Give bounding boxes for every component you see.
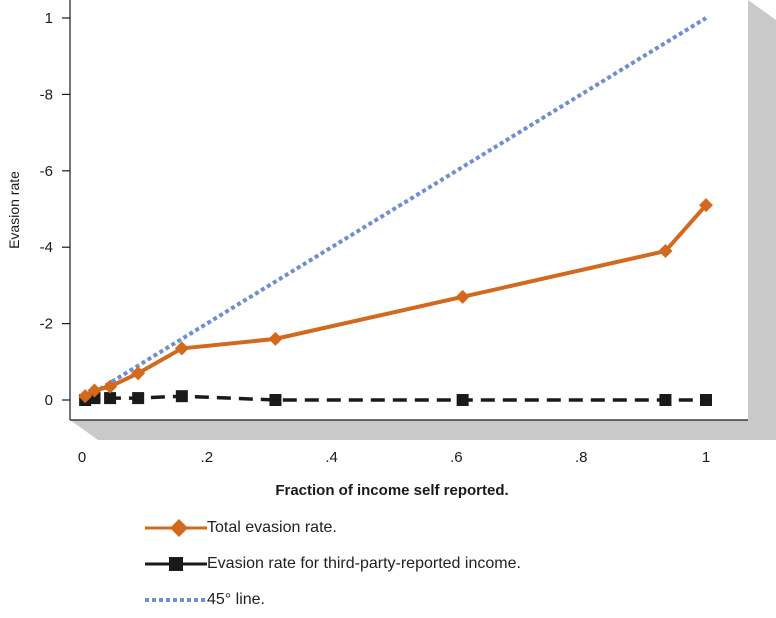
data-point-third-party	[88, 392, 101, 405]
x-ticks: 0 .2 .4 .6 .8 1	[78, 449, 710, 466]
legend-label-total: Total evasion rate.	[207, 519, 337, 536]
data-point-third-party	[175, 390, 188, 403]
series-layer	[78, 16, 713, 406]
plot-shadow-floor	[70, 420, 776, 440]
series-line-2	[80, 16, 708, 402]
legend-item-total: Total evasion rate.	[145, 510, 521, 546]
legend-item-third-party: Evasion rate for third-party-reported in…	[145, 546, 521, 582]
data-point-third-party	[132, 392, 145, 405]
legend-label-45-line: 45° line.	[207, 591, 265, 608]
y-axis-label: Evasion rate	[6, 171, 22, 249]
y-tick-label: 0	[45, 392, 53, 409]
plot-area	[70, 0, 748, 420]
legend-marker-total	[170, 519, 188, 537]
data-point-total	[699, 198, 713, 213]
y-ticks: 0 -2 -4 -6 -8 1	[40, 10, 70, 409]
data-point-third-party	[269, 394, 282, 406]
legend-label-third-party: Evasion rate for third-party-reported in…	[207, 555, 521, 572]
legend: Total evasion rate. Evasion rate for thi…	[145, 510, 521, 618]
data-point-total	[78, 389, 93, 404]
data-point-total	[174, 341, 189, 356]
legend-item-45-line: 45° line.	[145, 582, 521, 618]
plot-shadow-side	[748, 0, 776, 440]
x-tick-label: 1	[702, 449, 710, 466]
y-tick-label: -4	[40, 239, 53, 256]
legend-marker-third-party	[169, 557, 183, 571]
data-point-third-party	[104, 392, 117, 405]
data-point-total	[87, 383, 102, 398]
data-point-total	[131, 366, 146, 381]
legend-swatch-third-party	[145, 557, 207, 571]
x-tick-label: .6	[450, 449, 463, 466]
data-point-third-party	[659, 394, 672, 406]
x-tick-label: .4	[325, 449, 338, 466]
y-tick-label: -8	[40, 86, 53, 103]
data-point-third-party	[456, 394, 469, 406]
x-tick-label: 0	[78, 449, 86, 466]
data-point-total	[268, 331, 283, 346]
y-tick-label: -6	[40, 163, 53, 180]
y-tick-label: 1	[45, 10, 53, 27]
legend-swatch-45-line	[145, 598, 207, 602]
x-axis-label: Fraction of income self reported.	[275, 482, 508, 499]
data-point-total	[455, 289, 470, 304]
data-point-third-party	[700, 394, 712, 406]
legend-swatch-total	[145, 519, 207, 537]
x-tick-label: .2	[201, 449, 214, 466]
x-tick-label: .8	[575, 449, 588, 466]
data-point-total	[658, 244, 673, 259]
y-tick-label: -2	[40, 316, 53, 333]
data-point-total	[103, 379, 118, 394]
